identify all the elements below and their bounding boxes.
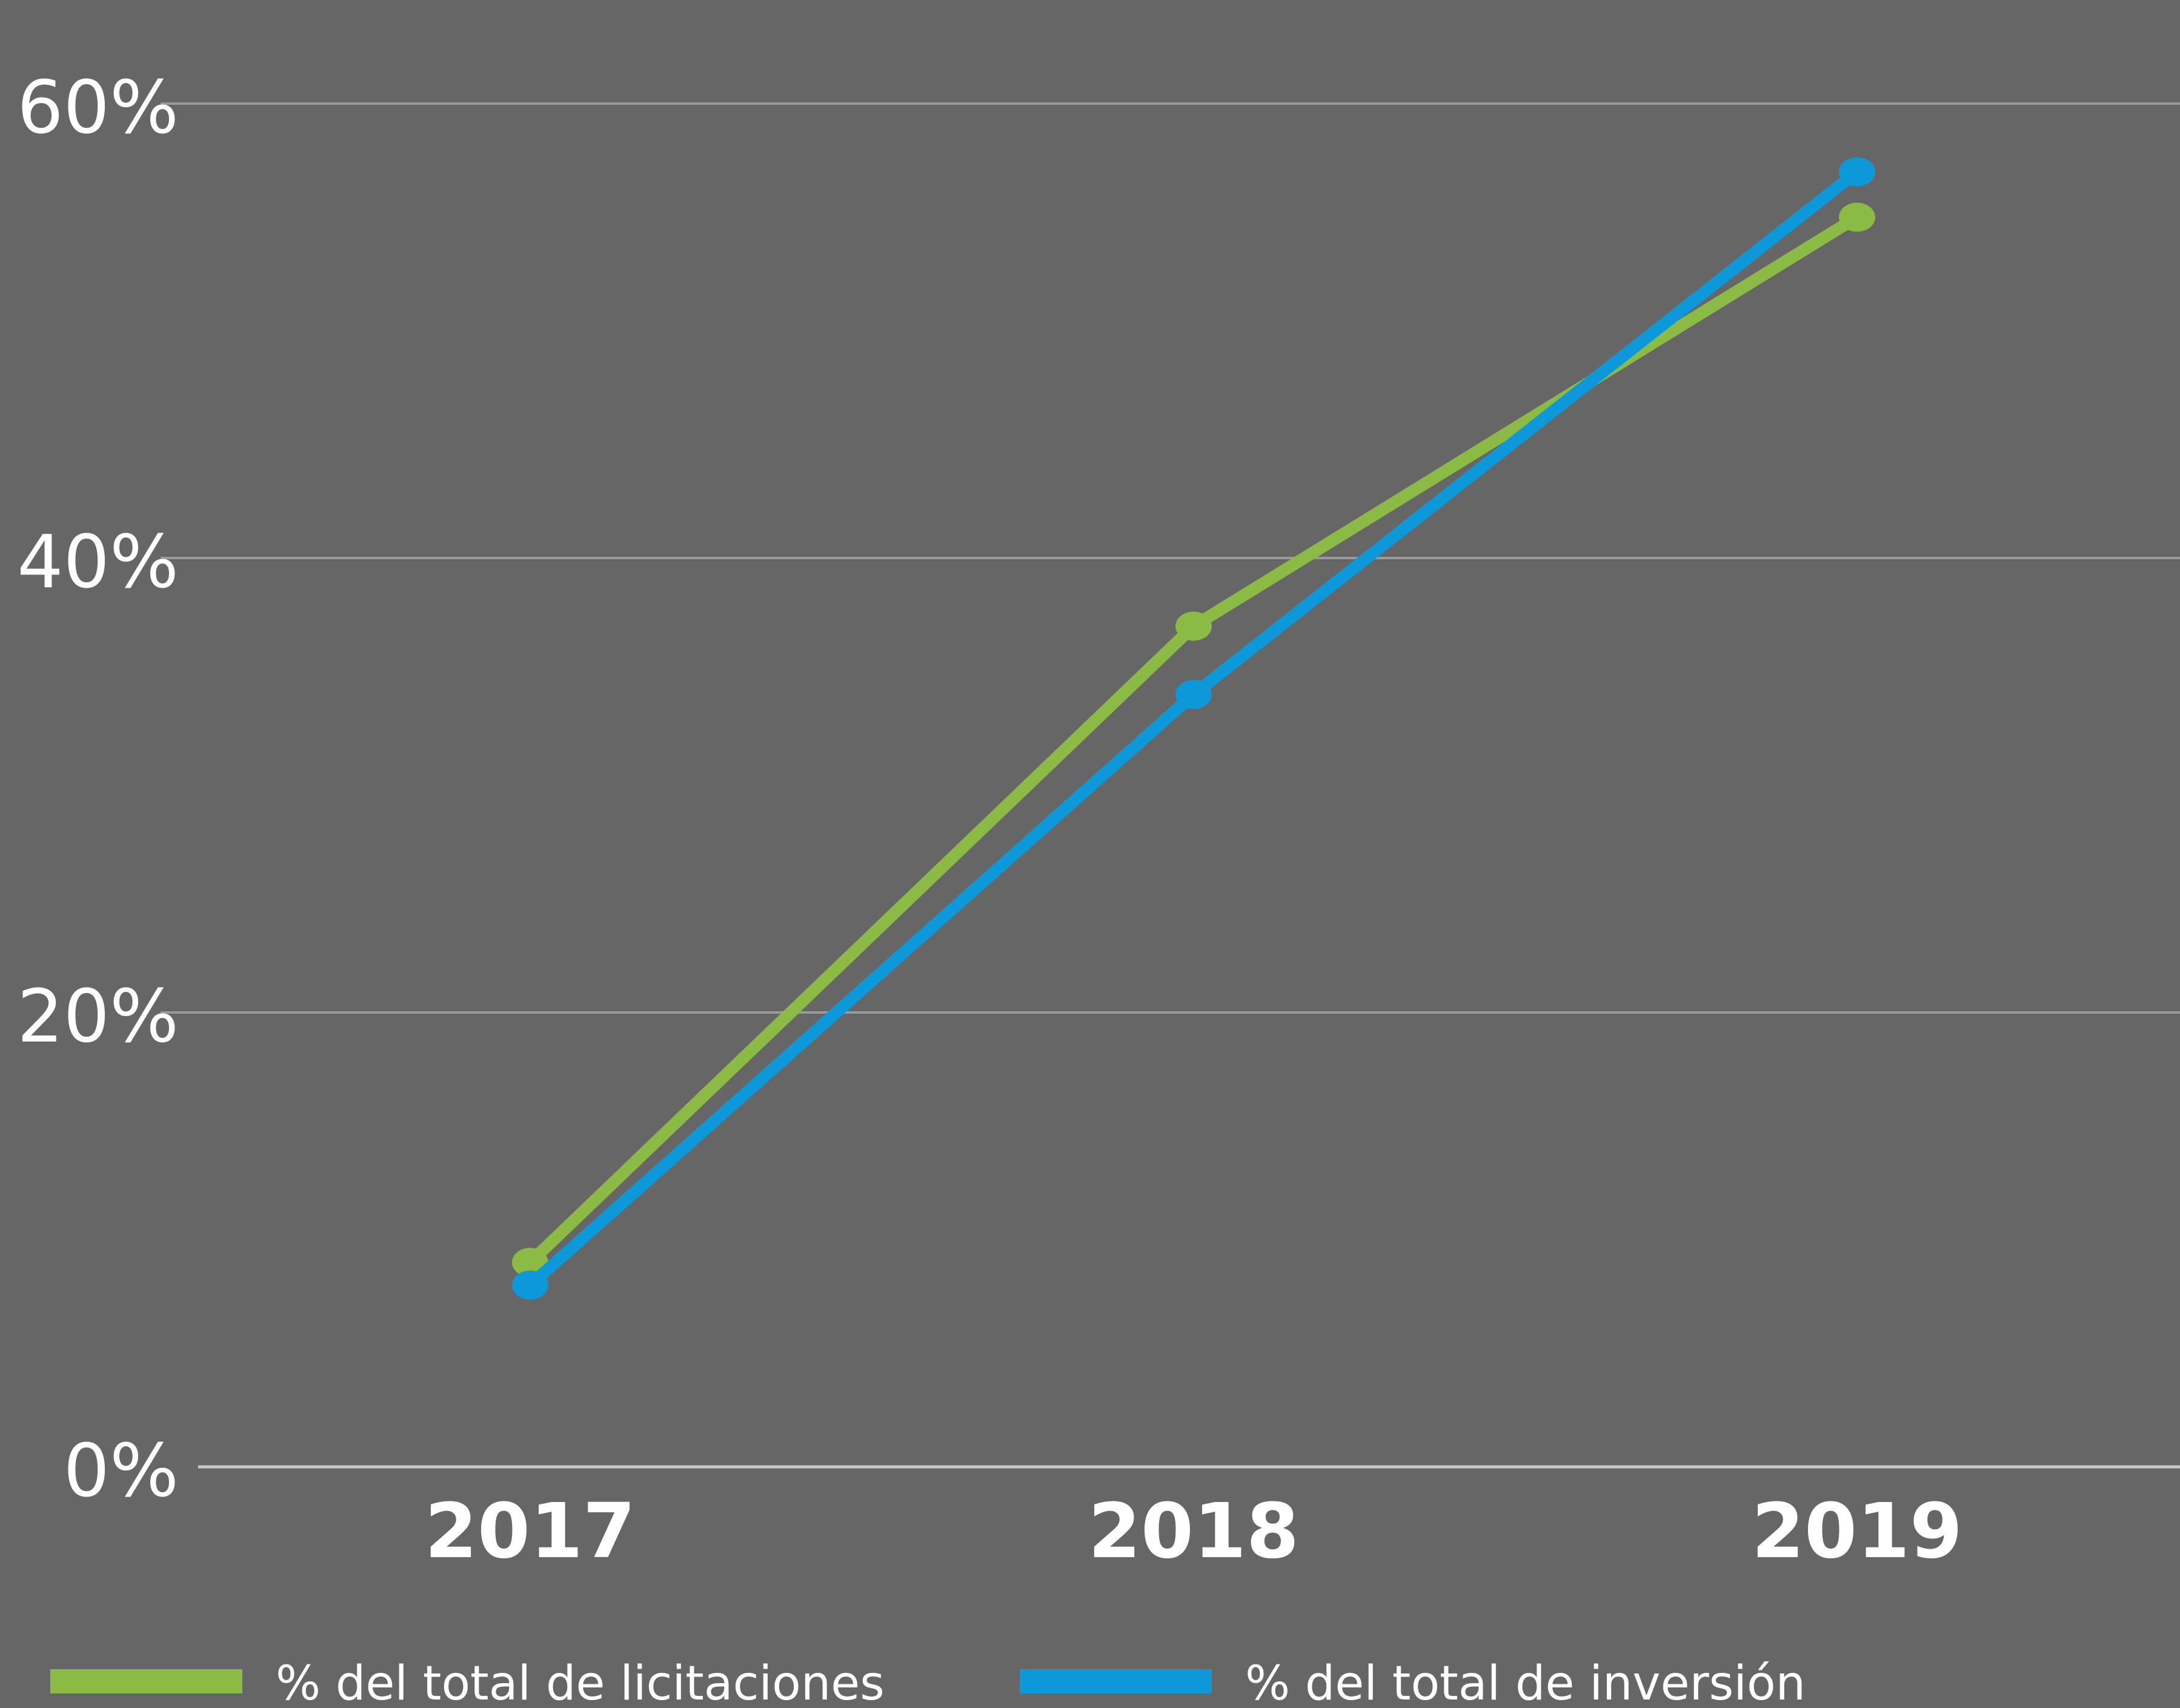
data-point: [1175, 611, 1212, 641]
legend-item-2: % del total de inversión: [1020, 1656, 1806, 1708]
x-tick-label: 2019: [1752, 1487, 1962, 1575]
data-point: [1175, 680, 1212, 709]
data-point: [1839, 202, 1875, 232]
gridlines: [161, 102, 2180, 1469]
data-point: [1839, 157, 1875, 187]
data-point: [512, 1271, 548, 1300]
y-tick-label: 0%: [64, 1429, 179, 1514]
legend-label: % del total de inversión: [1245, 1656, 1806, 1708]
y-axis-tick-labels: 0% 20% 40% 60%: [17, 66, 179, 1514]
series-2: [512, 157, 1875, 1300]
legend: % del total de licitaciones % del total d…: [50, 1656, 1806, 1708]
x-tick-label: 2017: [425, 1487, 636, 1575]
legend-swatch: [50, 1669, 242, 1693]
y-tick-label: 20%: [17, 975, 179, 1059]
x-axis-tick-labels: 2017 2018 2019: [425, 1487, 1962, 1575]
legend-swatch: [1020, 1669, 1212, 1693]
series-lines: [512, 157, 1875, 1300]
y-tick-label: 60%: [17, 66, 179, 150]
legend-item-1: % del total de licitaciones: [50, 1656, 885, 1708]
y-tick-label: 40%: [17, 520, 179, 605]
legend-label: % del total de licitaciones: [276, 1656, 885, 1708]
x-tick-label: 2018: [1088, 1487, 1299, 1575]
